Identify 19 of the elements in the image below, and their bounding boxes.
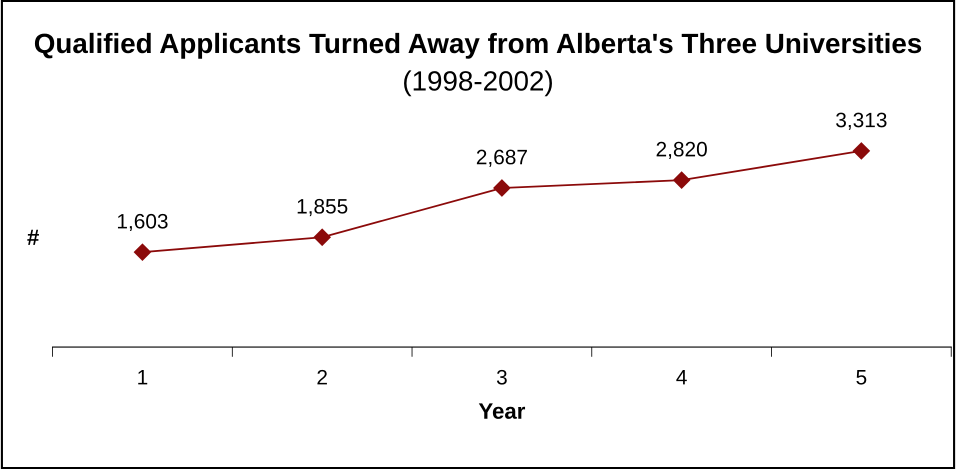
point	[673, 172, 690, 189]
x-tick-label: 2	[317, 370, 327, 384]
data-label: 3,313	[836, 112, 887, 130]
point	[314, 228, 331, 246]
x-tick-label: 3	[496, 370, 507, 385]
data-label: 2,820	[656, 142, 707, 160]
chart-subtitle: (1998-2002)	[404, 70, 552, 96]
point	[493, 179, 510, 197]
x-tick-label: 5	[856, 370, 866, 385]
chart-title: Qualified Applicants Turned Away from Alberta's Three Universities	[34, 32, 922, 59]
x-tick-label: 1	[138, 370, 148, 384]
x-axis-title: Year	[478, 403, 526, 419]
point	[852, 142, 870, 160]
y-axis-title: #	[27, 230, 39, 245]
x-tick-label: 4	[676, 370, 687, 384]
point	[134, 244, 151, 261]
data-label: 1,855	[298, 198, 348, 216]
data-label: 2,687	[476, 150, 527, 167]
data-label: 1,603	[118, 214, 168, 232]
